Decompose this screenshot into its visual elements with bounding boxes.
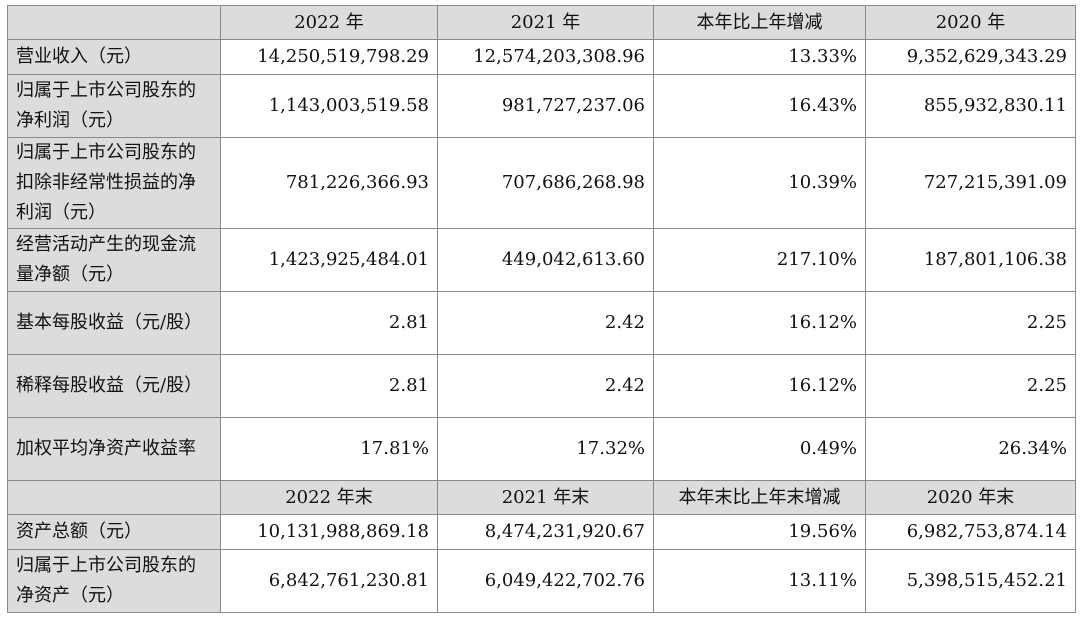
value-cell: 6,842,761,230.81 (220, 549, 438, 613)
table-row: 稀释每股收益（元/股） 2.81 2.42 16.12% 2.25 (7, 354, 1076, 418)
row-label: 归属于上市公司股东的净利润（元） (7, 74, 221, 138)
change-cell: 0.49% (653, 417, 866, 481)
value-cell: 10,131,988,869.18 (220, 514, 438, 550)
header-cell-label (7, 5, 221, 40)
header-cell-2020: 2020 年 (865, 5, 1076, 40)
value-cell: 12,574,203,308.96 (437, 39, 654, 75)
value-cell: 707,686,268.98 (437, 137, 654, 229)
value-cell: 26.34% (865, 417, 1076, 481)
row-label: 加权平均净资产收益率 (7, 417, 221, 481)
change-cell: 13.11% (653, 549, 866, 613)
table-header-row: 2022 年 2021 年 本年比上年增减 2020 年 (7, 5, 1076, 40)
change-cell: 13.33% (653, 39, 866, 75)
financial-summary-table: 2022 年 2021 年 本年比上年增减 2020 年 营业收入（元） 14,… (7, 5, 1076, 613)
value-cell: 2.81 (220, 354, 438, 418)
change-cell: 19.56% (653, 514, 866, 550)
header-cell-2022-end: 2022 年末 (220, 480, 438, 515)
value-cell: 1,423,925,484.01 (220, 228, 438, 292)
value-cell: 6,982,753,874.14 (865, 514, 1076, 550)
value-cell: 187,801,106.38 (865, 228, 1076, 292)
value-cell: 9,352,629,343.29 (865, 39, 1076, 75)
value-cell: 17.32% (437, 417, 654, 481)
table-row: 基本每股收益（元/股） 2.81 2.42 16.12% 2.25 (7, 291, 1076, 355)
value-cell: 2.25 (865, 354, 1076, 418)
header-cell-2020-end: 2020 年末 (865, 480, 1076, 515)
row-label: 基本每股收益（元/股） (7, 291, 221, 355)
table-row: 归属于上市公司股东的扣除非经常性损益的净利润（元） 781,226,366.93… (7, 137, 1076, 229)
value-cell: 2.42 (437, 291, 654, 355)
table-row: 加权平均净资产收益率 17.81% 17.32% 0.49% 26.34% (7, 417, 1076, 481)
row-label: 资产总额（元） (7, 514, 221, 550)
row-label: 营业收入（元） (7, 39, 221, 75)
header-cell-2021: 2021 年 (437, 5, 654, 40)
header-cell-change: 本年末比上年末增减 (653, 480, 866, 515)
table-row: 归属于上市公司股东的净资产（元） 6,842,761,230.81 6,049,… (7, 549, 1076, 613)
value-cell: 781,226,366.93 (220, 137, 438, 229)
table-header-row: 2022 年末 2021 年末 本年末比上年末增减 2020 年末 (7, 480, 1076, 515)
change-cell: 10.39% (653, 137, 866, 229)
table-row: 营业收入（元） 14,250,519,798.29 12,574,203,308… (7, 39, 1076, 75)
row-label: 归属于上市公司股东的净资产（元） (7, 549, 221, 613)
change-cell: 16.43% (653, 74, 866, 138)
table-row: 经营活动产生的现金流量净额（元） 1,423,925,484.01 449,04… (7, 228, 1076, 292)
value-cell: 1,143,003,519.58 (220, 74, 438, 138)
value-cell: 6,049,422,702.76 (437, 549, 654, 613)
value-cell: 855,932,830.11 (865, 74, 1076, 138)
table-row: 归属于上市公司股东的净利润（元） 1,143,003,519.58 981,72… (7, 74, 1076, 138)
value-cell: 2.25 (865, 291, 1076, 355)
value-cell: 17.81% (220, 417, 438, 481)
row-label: 稀释每股收益（元/股） (7, 354, 221, 418)
value-cell: 5,398,515,452.21 (865, 549, 1076, 613)
header-cell-change: 本年比上年增减 (653, 5, 866, 40)
value-cell: 449,042,613.60 (437, 228, 654, 292)
row-label: 归属于上市公司股东的扣除非经常性损益的净利润（元） (7, 137, 221, 229)
value-cell: 2.81 (220, 291, 438, 355)
value-cell: 8,474,231,920.67 (437, 514, 654, 550)
change-cell: 16.12% (653, 291, 866, 355)
value-cell: 2.42 (437, 354, 654, 418)
value-cell: 981,727,237.06 (437, 74, 654, 138)
table-row: 资产总额（元） 10,131,988,869.18 8,474,231,920.… (7, 514, 1076, 550)
row-label: 经营活动产生的现金流量净额（元） (7, 228, 221, 292)
value-cell: 14,250,519,798.29 (220, 39, 438, 75)
header-cell-label (7, 480, 221, 515)
value-cell: 727,215,391.09 (865, 137, 1076, 229)
change-cell: 16.12% (653, 354, 866, 418)
header-cell-2022: 2022 年 (220, 5, 438, 40)
header-cell-2021-end: 2021 年末 (437, 480, 654, 515)
change-cell: 217.10% (653, 228, 866, 292)
